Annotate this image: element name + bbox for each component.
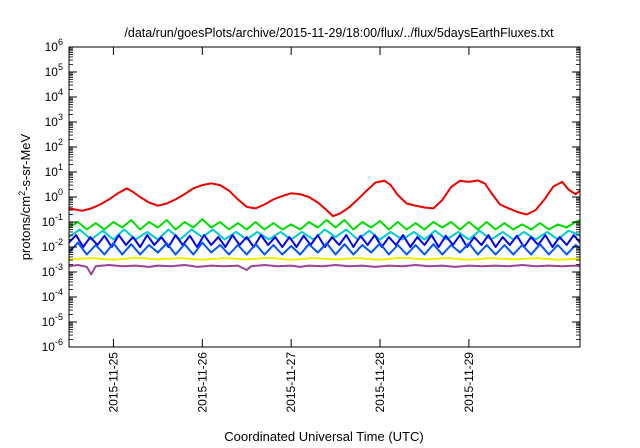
y-tick-label: 106 [45, 37, 63, 54]
y-tick-label: 103 [45, 112, 63, 129]
y-tick-exponent: 1 [58, 162, 63, 172]
series-line-1 [69, 179, 580, 218]
y-tick-base: 10 [42, 340, 56, 354]
y-tick-label: 102 [45, 137, 63, 154]
y-tick-base: 10 [45, 165, 59, 179]
x-tick-label: 2015-11-25 [106, 352, 120, 413]
y-tick-label: 101 [45, 162, 63, 179]
y-axis-label-base: protons/cm [18, 196, 33, 260]
chart-title: /data/run/goesPlots/archive/2015-11-29/1… [124, 26, 554, 40]
y-tick-base: 10 [42, 265, 56, 279]
y-tick-label: 105 [45, 62, 63, 79]
y-tick-base: 10 [45, 90, 59, 104]
y-tick-label: 10-5 [42, 312, 63, 329]
series-line-2 [69, 218, 580, 231]
y-tick-base: 10 [45, 190, 59, 204]
series-line-5 [69, 241, 580, 256]
y-tick-exponent: 3 [58, 112, 63, 122]
y-axis-label: protons/cm2-s-sr-MeV [17, 133, 33, 260]
plot-frame [68, 46, 581, 348]
y-tick-base: 10 [45, 115, 59, 129]
y-tick-exponent: 0 [58, 187, 63, 197]
y-tick-base: 10 [45, 65, 59, 79]
y-tick-label: 104 [45, 87, 63, 104]
y-tick-base: 10 [45, 40, 59, 54]
y-tick-base: 10 [42, 315, 56, 329]
x-axis-label: Coordinated Universal Time (UTC) [224, 429, 423, 444]
series-line-6 [69, 256, 580, 261]
y-tick-exponent: -5 [55, 312, 63, 322]
y-tick-exponent: -4 [55, 287, 63, 297]
y-tick-exponent: -1 [55, 212, 63, 222]
y-tick-base: 10 [42, 215, 56, 229]
y-tick-label: 100 [45, 187, 63, 204]
x-tick-label: 2015-11-26 [195, 352, 209, 413]
y-tick-exponent: 6 [58, 37, 63, 47]
y-axis-label-rest: -s-sr-MeV [18, 133, 33, 190]
x-tick-label: 2015-11-27 [284, 352, 298, 413]
x-axis: 2015-11-25 2015-11-26 2015-11-27 2015-11-28… [106, 47, 476, 413]
series-group [69, 179, 580, 276]
y-tick-label: 10-1 [42, 212, 63, 229]
y-tick-exponent: -6 [55, 337, 63, 347]
x-tick-label: 2015-11-28 [373, 352, 387, 413]
y-tick-label: 10-2 [42, 237, 63, 254]
series-line-7 [69, 264, 580, 276]
y-tick-base: 10 [42, 240, 56, 254]
y-tick-label: 10-3 [42, 262, 63, 279]
series-line-3 [69, 228, 580, 241]
y-tick-label: 10-6 [42, 337, 63, 354]
y-tick-label: 10-4 [42, 287, 63, 304]
y-axis-label-superscript: 2 [17, 191, 27, 196]
series-line-4 [69, 234, 580, 248]
y-tick-exponent: -3 [55, 262, 63, 272]
y-tick-exponent: -2 [55, 237, 63, 247]
y-axis: 10-610-510-410-310-210-11001011021031041… [42, 37, 580, 354]
y-tick-base: 10 [45, 140, 59, 154]
x-tick-label: 2015-11-29 [462, 352, 476, 413]
y-tick-base: 10 [42, 290, 56, 304]
y-tick-exponent: 4 [58, 87, 63, 97]
y-tick-exponent: 2 [58, 137, 63, 147]
y-tick-exponent: 5 [58, 62, 63, 72]
